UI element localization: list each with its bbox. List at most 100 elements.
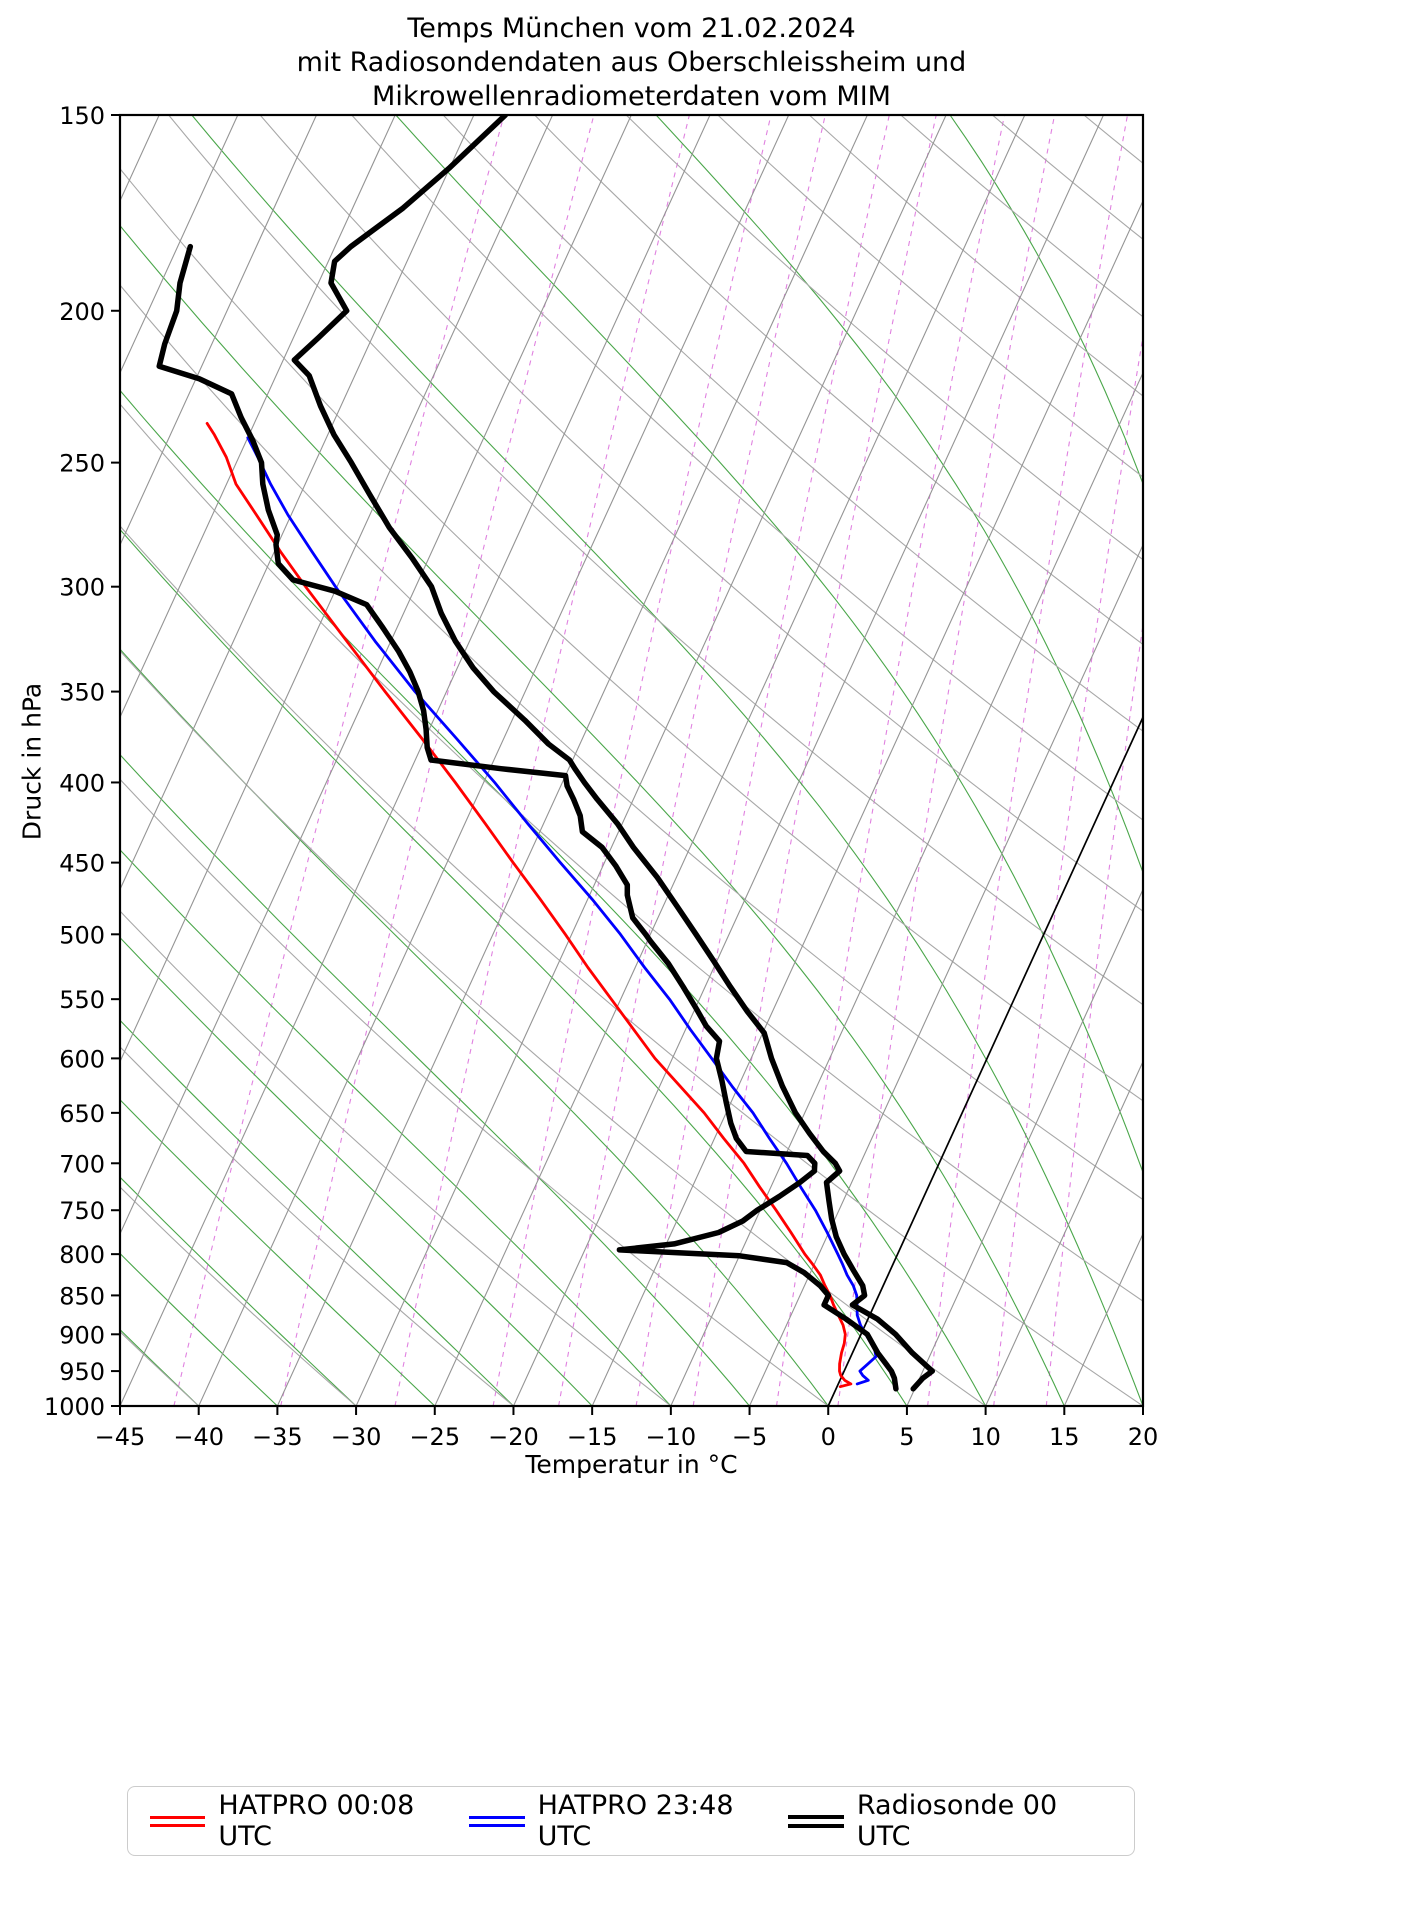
legend-entry-hatpro-0008: HATPRO 00:08 UTC — [150, 1790, 469, 1852]
mixing-ratio-line — [394, 115, 690, 1406]
moist-adiabat-line — [120, 648, 829, 1406]
dry-adiabat-line — [900, 115, 1143, 318]
x-tick-label: 5 — [899, 1423, 914, 1451]
dry-adiabat-line — [1175, 115, 1427, 1406]
radiosonde-legend-line-icon — [788, 1810, 844, 1833]
mixing-ratio-line — [775, 115, 1006, 1406]
chart-title-line1: Temps München vom 21.02.2024 — [407, 13, 856, 44]
moist-adiabat-line — [120, 1019, 514, 1406]
isotherm-line — [985, 1060, 1143, 1406]
y-tick-label: 650 — [59, 1100, 105, 1128]
dry-adiabat-line — [120, 778, 829, 1406]
chart-title: Temps München vom 21.02.2024 mit Radioso… — [120, 12, 1143, 114]
dry-adiabat-line — [168, 115, 1143, 1006]
dry-adiabat-line — [351, 115, 1143, 821]
mixing-ratio-line — [173, 115, 505, 1406]
plot-border — [118, 113, 1145, 1408]
x-tick-label: −40 — [173, 1423, 224, 1451]
dry-adiabat-line — [120, 910, 672, 1406]
isotherm-line — [434, 115, 1026, 1406]
mixing-ratio-line — [558, 115, 826, 1406]
moist-adiabat-line — [1195, 115, 1427, 1406]
moist-adiabat-line — [120, 1176, 357, 1406]
moist-adiabat-line — [120, 528, 908, 1406]
y-tick-label: 750 — [59, 1197, 105, 1225]
mixing-ratio-line — [1045, 621, 1143, 1406]
moist-adiabat-line — [120, 1098, 436, 1406]
isotherm-line — [120, 115, 396, 719]
y-tick-label: 1000 — [44, 1393, 105, 1421]
y-tick-label: 800 — [59, 1241, 105, 1269]
x-tick-label: 0 — [821, 1423, 836, 1451]
y-tick-label: 300 — [59, 574, 105, 602]
freezing-isotherm-line — [827, 715, 1143, 1406]
legend-entry-hatpro-2348: HATPRO 23:48 UTC — [469, 1790, 788, 1852]
isotherm-line — [198, 115, 790, 1406]
y-tick-label: 250 — [59, 450, 105, 478]
isotherm-line — [906, 888, 1143, 1406]
dry-adiabat-line — [1267, 115, 1427, 1406]
isotherm-line — [120, 115, 632, 1236]
dry-adiabat-line — [808, 115, 1143, 397]
x-tick-label: −35 — [252, 1423, 303, 1451]
isotherm-line — [1063, 1232, 1143, 1406]
hatpro-2348-curve — [246, 436, 878, 1386]
x-tick-label: −20 — [488, 1423, 539, 1451]
radiosonde-dewpoint-curve — [156, 243, 899, 1392]
moist-adiabat-line — [120, 389, 987, 1406]
isotherm-line — [1142, 1404, 1143, 1406]
x-tick-label: −10 — [646, 1423, 697, 1451]
x-tick-label: −15 — [567, 1423, 618, 1451]
x-tick-label: −30 — [331, 1423, 382, 1451]
dry-adiabat-line — [442, 115, 1143, 732]
y-tick-label: 700 — [59, 1150, 105, 1178]
dry-adiabat-line — [120, 1046, 514, 1406]
moist-adiabat-line — [120, 936, 593, 1406]
legend-label-hatpro-2348: HATPRO 23:48 UTC — [537, 1790, 734, 1852]
isotherm-line — [1222, 115, 1427, 1406]
dry-adiabat-line — [120, 525, 1143, 1406]
axes: 1502002503003504004505005506006507007508… — [44, 102, 1158, 1451]
isotherm-line — [1379, 115, 1427, 1406]
dry-adiabat-line — [717, 115, 1143, 478]
hatpro-2348-legend-line-icon — [469, 1811, 525, 1832]
mixing-ratio-line — [837, 115, 1056, 1406]
x-axis-label: Temperatur in °C — [525, 1450, 738, 1479]
legend: HATPRO 00:08 UTC HATPRO 23:48 UTC Radios… — [127, 1786, 1135, 1856]
y-tick-label: 900 — [59, 1321, 105, 1349]
isotherm-line — [120, 115, 554, 1063]
legend-label-radiosonde: Radiosonde 00 UTC — [856, 1790, 1058, 1852]
moist-adiabat-line — [120, 753, 750, 1406]
isotherm-line — [120, 115, 318, 547]
moist-adiabat-line — [395, 115, 1143, 1174]
isotherm-line — [120, 115, 711, 1406]
hatpro-0008-curve — [205, 422, 853, 1389]
isotherm-line — [748, 543, 1143, 1406]
dry-adiabat-line — [992, 115, 1143, 240]
moist-adiabat-line — [120, 224, 1065, 1406]
mixing-ratio-line — [927, 115, 1129, 1406]
moist-adiabat-line — [655, 115, 1143, 875]
mixing-ratio-line — [993, 333, 1143, 1406]
x-tick-label: 10 — [970, 1423, 1001, 1451]
isotherm-line — [512, 115, 1105, 1406]
x-tick-label: 20 — [1128, 1423, 1159, 1451]
y-tick-label: 950 — [59, 1358, 105, 1386]
dry-adiabat-line — [120, 403, 1143, 1302]
mixing-ratio-line — [692, 115, 937, 1406]
chart-title-line2: mit Radiosondendaten aus Oberschleisshei… — [296, 47, 967, 78]
y-tick-label: 200 — [59, 298, 105, 326]
dry-adiabat-line — [120, 284, 1143, 1201]
legend-entry-radiosonde: Radiosonde 00 UTC — [788, 1790, 1112, 1852]
background-grid — [0, 115, 1427, 1406]
dry-adiabat-line — [534, 115, 1143, 646]
dry-adiabat-line — [625, 115, 1143, 561]
x-tick-label: −5 — [732, 1423, 767, 1451]
isotherm-line — [0, 115, 2, 1406]
legend-label-hatpro-0008: HATPRO 00:08 UTC — [218, 1790, 415, 1852]
dry-adiabat-line — [120, 167, 1143, 1102]
isotherm-line — [355, 115, 947, 1406]
dry-adiabat-line — [120, 1186, 357, 1406]
chart-title-line3: Mikrowellenradiometerdaten vom MIM — [372, 81, 891, 112]
